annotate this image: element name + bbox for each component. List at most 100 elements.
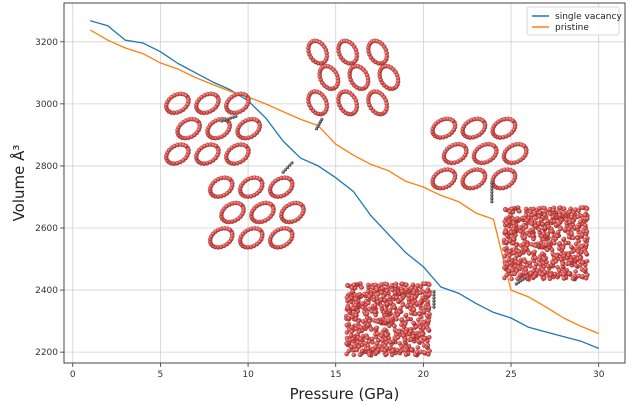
- atom: [346, 316, 351, 321]
- atom: [349, 329, 354, 334]
- atom: [364, 311, 370, 316]
- atom: [416, 339, 421, 344]
- atom: [504, 221, 509, 226]
- atom: [580, 205, 585, 210]
- atom: [402, 337, 408, 343]
- atom: [555, 233, 560, 239]
- atom: [537, 206, 542, 211]
- atom: [557, 205, 563, 210]
- atom: [366, 294, 372, 299]
- atom: [561, 253, 567, 259]
- atom: [322, 109, 328, 115]
- atom: [418, 290, 423, 296]
- atom: [580, 260, 585, 265]
- atom: [353, 312, 359, 318]
- atom: [369, 327, 374, 332]
- atom: [183, 93, 189, 98]
- chain-atom: [285, 165, 290, 170]
- atom: [426, 327, 431, 333]
- atom: [526, 251, 532, 256]
- atom: [298, 202, 304, 207]
- atom: [509, 230, 514, 235]
- atom: [411, 320, 416, 326]
- atom: [584, 251, 589, 257]
- atom: [387, 308, 393, 313]
- atom: [384, 345, 390, 351]
- atom: [426, 305, 432, 310]
- atom: [227, 227, 233, 233]
- atom: [426, 318, 431, 324]
- atom: [536, 221, 541, 226]
- atom: [406, 293, 412, 299]
- atom: [393, 283, 398, 289]
- atom: [396, 329, 402, 335]
- atom: [510, 118, 516, 123]
- atom: [356, 344, 362, 350]
- atom: [413, 311, 418, 317]
- y-axis-label: Volume Å³: [9, 145, 28, 222]
- atom: [537, 227, 542, 233]
- atom: [575, 235, 580, 241]
- atom: [582, 237, 588, 243]
- atom: [542, 205, 547, 211]
- atom: [370, 347, 376, 352]
- atom: [238, 202, 244, 207]
- atom: [384, 288, 390, 294]
- atom: [524, 263, 530, 268]
- atom: [374, 350, 379, 355]
- atom: [536, 214, 542, 219]
- atom: [574, 263, 579, 268]
- atom: [422, 308, 427, 314]
- atom: [363, 84, 369, 89]
- atom: [213, 93, 219, 98]
- atom: [542, 269, 548, 275]
- atom: [523, 270, 529, 276]
- axes: [63, 2, 626, 364]
- atom: [537, 210, 543, 215]
- atom: [351, 306, 356, 311]
- atom: [403, 329, 409, 335]
- atom: [542, 275, 547, 281]
- atom: [557, 241, 563, 246]
- atom: [403, 352, 409, 357]
- atom: [379, 290, 384, 295]
- atom: [504, 272, 509, 278]
- atom: [545, 218, 550, 224]
- atom: [372, 302, 378, 308]
- inset-structure-4: [430, 116, 529, 191]
- y-tick-label: 3000: [35, 100, 58, 110]
- y-tick-label: 2400: [35, 286, 58, 296]
- atom: [194, 118, 200, 123]
- chain-atom: [320, 117, 324, 121]
- atom: [409, 347, 414, 353]
- atom: [375, 319, 381, 324]
- atom: [365, 322, 371, 328]
- atom: [585, 272, 590, 278]
- atom: [243, 143, 249, 149]
- atom: [561, 276, 567, 281]
- atom: [573, 241, 579, 247]
- atom: [573, 269, 578, 274]
- atom: [563, 240, 569, 246]
- atom: [367, 318, 372, 324]
- atom: [387, 323, 392, 329]
- atom: [360, 301, 365, 306]
- atom: [257, 227, 263, 233]
- atom: [427, 292, 432, 297]
- atom: [421, 320, 427, 325]
- atom: [566, 234, 572, 240]
- atom: [384, 351, 389, 357]
- atom: [399, 317, 405, 323]
- plot-frame: [63, 2, 626, 364]
- atom: [358, 325, 364, 330]
- x-tick-label: 30: [593, 370, 605, 380]
- atom: [382, 109, 388, 115]
- atom: [567, 209, 572, 215]
- atom: [349, 285, 355, 290]
- atom: [521, 241, 526, 247]
- inset-structure-3: [306, 38, 401, 117]
- atom: [243, 93, 249, 98]
- atom: [580, 274, 585, 279]
- atom: [561, 206, 567, 211]
- atom: [359, 285, 364, 290]
